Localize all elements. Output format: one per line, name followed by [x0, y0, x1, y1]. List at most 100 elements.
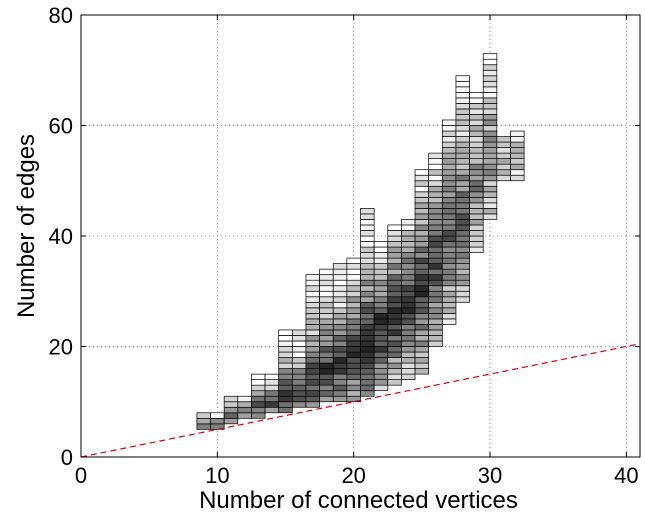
heatmap-cell: [455, 263, 470, 270]
heatmap-cell: [332, 373, 348, 381]
heatmap-cell: [360, 285, 375, 292]
heatmap-cell: [360, 279, 375, 287]
heatmap-cell: [455, 230, 470, 237]
heatmap-cell: [278, 379, 293, 386]
heatmap-cell: [441, 147, 457, 154]
heatmap-cell: [387, 346, 402, 353]
heatmap-cell: [469, 125, 484, 132]
heatmap-cell: [469, 208, 484, 215]
heatmap-cell: [455, 163, 470, 171]
heatmap-cell: [441, 285, 457, 292]
heatmap-cell: [373, 274, 389, 281]
heatmap-cell: [346, 290, 361, 298]
heatmap-cell: [223, 395, 239, 403]
heatmap-cell: [401, 340, 416, 347]
heatmap-cell: [455, 202, 470, 209]
heatmap-cell: [319, 379, 334, 386]
heatmap-cell: [414, 235, 430, 242]
heatmap-cell: [482, 185, 498, 193]
heatmap-cell: [414, 263, 430, 270]
heatmap-cell: [441, 224, 457, 231]
heatmap-cell: [455, 196, 470, 204]
heatmap-cell: [346, 263, 361, 270]
heatmap-cell: [455, 296, 470, 303]
heatmap-cell: [360, 384, 375, 392]
heatmap-cell: [373, 329, 389, 336]
heatmap-cell: [428, 279, 443, 287]
heatmap-cell: [441, 152, 457, 160]
heatmap-cell: [469, 141, 484, 148]
heatmap-cell: [373, 301, 389, 309]
heatmap-cell: [360, 324, 375, 331]
heatmap-cell: [441, 196, 457, 204]
heatmap-cell: [278, 335, 293, 342]
heatmap-cell: [360, 362, 375, 369]
heatmap-cell: [469, 235, 484, 242]
heatmap-cell: [346, 357, 361, 364]
heatmap-cell: [291, 368, 307, 375]
heatmap-cell: [469, 130, 484, 137]
heatmap-cell: [387, 241, 402, 248]
x-tick-label: 0: [75, 463, 87, 488]
heatmap-cell: [469, 180, 484, 187]
heatmap-cell: [332, 340, 348, 347]
heatmap-cell: [401, 285, 416, 292]
heatmap-cell: [373, 373, 389, 381]
heatmap-cell: [428, 301, 443, 309]
heatmap-cell: [441, 185, 457, 193]
heatmap-cell: [401, 230, 416, 237]
y-tick-label: 60: [49, 114, 73, 139]
heatmap-cell: [482, 147, 498, 154]
heatmap-cell: [414, 252, 430, 259]
heatmap-cell: [414, 307, 430, 314]
heatmap-cell: [305, 351, 320, 358]
heatmap-cell: [469, 136, 484, 143]
heatmap-cell: [510, 136, 525, 143]
heatmap-cell: [332, 329, 348, 336]
heatmap-cell: [305, 340, 320, 347]
heatmap-cell: [360, 263, 375, 270]
heatmap-cell: [373, 257, 389, 264]
heatmap-cell: [373, 318, 389, 325]
heatmap-cell: [319, 362, 334, 369]
heatmap-cell: [332, 313, 348, 320]
heatmap-cell: [319, 335, 334, 342]
heatmap-cell: [401, 362, 416, 369]
heatmap-cell: [455, 185, 470, 193]
heatmap-cell: [387, 263, 402, 270]
heatmap-cell: [482, 64, 498, 71]
heatmap-cell: [414, 246, 430, 253]
heatmap-cell: [373, 290, 389, 298]
heatmap-cell: [387, 379, 402, 386]
heatmap-cell: [210, 412, 225, 419]
heatmap-cell: [482, 114, 498, 121]
heatmap-cell: [373, 368, 389, 375]
heatmap-cell: [387, 368, 402, 375]
heatmap-cell: [360, 373, 375, 381]
heatmap-cell: [387, 285, 402, 292]
heatmap-cell: [319, 296, 334, 303]
heatmap-cell: [428, 241, 443, 248]
heatmap-cell: [346, 307, 361, 314]
heatmap-cell: [482, 119, 498, 126]
heatmap-cell: [210, 417, 225, 425]
heatmap-cell: [305, 384, 320, 392]
heatmap-cell: [414, 362, 430, 369]
heatmap-cell: [496, 152, 511, 160]
heatmap-cell: [360, 318, 375, 325]
heatmap-cell: [482, 91, 498, 99]
heatmap-cell: [469, 191, 484, 198]
heatmap-cell: [455, 180, 470, 187]
heatmap-cell: [428, 340, 443, 347]
heatmap-cell: [455, 152, 470, 160]
heatmap-cell: [360, 313, 375, 320]
heatmap-cell: [346, 335, 361, 342]
heatmap-cell: [482, 163, 498, 171]
heatmap-cell: [469, 213, 484, 220]
heatmap-cell: [251, 373, 266, 381]
heatmap-cell: [332, 379, 348, 386]
heatmap-cell: [264, 384, 280, 392]
heatmap-cell: [428, 230, 443, 237]
heatmap-cell: [414, 346, 430, 353]
heatmap-cell: [319, 313, 334, 320]
